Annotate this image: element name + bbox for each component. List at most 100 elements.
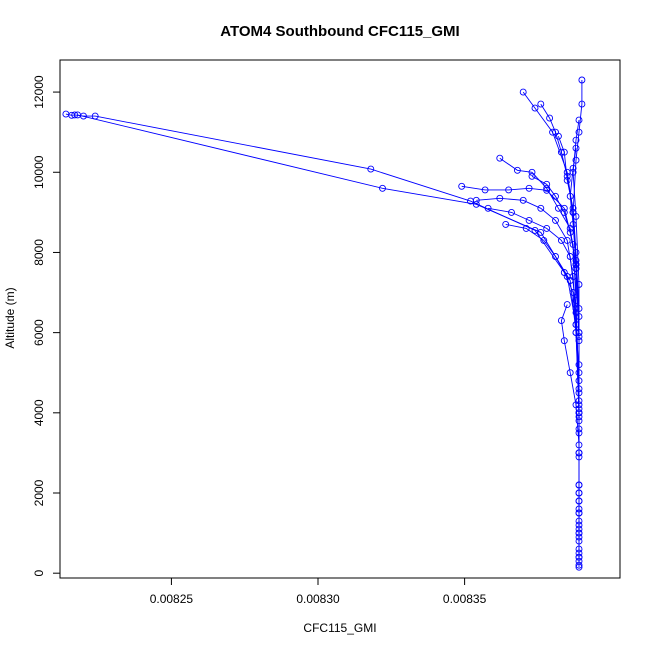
data-point: [575, 533, 583, 541]
data-point: [572, 156, 580, 164]
y-tick-label: 2000: [32, 479, 46, 506]
y-tick-label: 4000: [32, 399, 46, 426]
data-point: [549, 128, 557, 136]
data-point: [496, 154, 504, 162]
data-point: [505, 186, 513, 194]
plot-area: [62, 76, 586, 571]
data-point: [575, 549, 583, 557]
data-point: [572, 329, 580, 337]
data-point: [522, 224, 530, 232]
data-point: [572, 257, 580, 264]
data-point: [575, 369, 583, 377]
data-point: [569, 273, 577, 280]
data-point: [563, 172, 571, 180]
data-point: [575, 561, 583, 569]
data-point: [502, 220, 510, 228]
data-point: [560, 269, 568, 276]
chart-title: ATOM4 Southbound CFC115_GMI: [220, 23, 459, 40]
data-point: [575, 409, 583, 417]
data-point: [552, 253, 559, 260]
data-point: [569, 240, 577, 248]
data-point: [508, 208, 515, 216]
data-point: [575, 529, 583, 537]
data-point: [575, 441, 583, 449]
data-point: [575, 116, 583, 124]
data-point: [575, 313, 583, 321]
data-point: [575, 385, 583, 393]
data-point: [575, 509, 583, 517]
data-point: [575, 497, 583, 505]
data-point: [566, 369, 574, 377]
data-point: [71, 111, 79, 119]
data-point: [572, 144, 580, 152]
data-point: [91, 112, 99, 120]
data-point: [575, 389, 583, 397]
data-point: [575, 553, 583, 561]
data-point: [528, 168, 536, 176]
data-point: [560, 204, 568, 212]
y-tick-label: 12000: [32, 75, 46, 109]
data-point: [557, 148, 565, 156]
y-tick-label: 0: [32, 570, 46, 577]
data-point: [552, 216, 559, 224]
data-point: [367, 165, 375, 173]
data-point: [575, 525, 583, 533]
data-point: [74, 111, 82, 119]
data-point: [575, 453, 583, 461]
data-point: [557, 236, 565, 244]
data-point: [572, 265, 580, 272]
data-point: [575, 489, 583, 497]
data-point: [575, 377, 583, 385]
data-point: [537, 228, 545, 236]
data-point: [563, 301, 571, 309]
data-point: [575, 401, 583, 409]
data-point: [458, 182, 466, 190]
data-point: [575, 405, 583, 413]
x-tick-label: 0.00825: [150, 592, 194, 606]
data-point: [575, 481, 583, 489]
x-tick-label: 0.00835: [443, 592, 487, 606]
x-axis-label: CFC115_GMI: [303, 621, 376, 635]
data-point: [566, 192, 574, 200]
data-point: [519, 196, 527, 204]
data-point: [575, 329, 583, 337]
data-point: [560, 208, 568, 216]
x-tick-label: 0.00830: [296, 592, 340, 606]
y-tick-label: 10000: [32, 155, 46, 189]
data-point: [519, 88, 527, 96]
y-axis-label: Altitude (m): [3, 287, 17, 348]
data-point: [481, 186, 489, 194]
data-point: [560, 148, 568, 156]
data-point: [575, 537, 583, 545]
data-point: [552, 192, 559, 200]
data-point: [525, 216, 533, 224]
data-point: [496, 194, 504, 202]
y-tick-label: 8000: [32, 239, 46, 266]
data-point: [540, 236, 548, 244]
data-point: [569, 220, 577, 228]
data-point: [543, 184, 551, 192]
data-point: [572, 297, 580, 305]
data-point: [379, 184, 386, 192]
data-point: [472, 196, 480, 204]
y-tick-label: 6000: [32, 319, 46, 346]
data-point: [575, 413, 583, 421]
data-point: [566, 228, 574, 236]
data-point: [575, 429, 583, 437]
data-point: [513, 166, 521, 174]
data-point: [569, 204, 577, 212]
data-point: [575, 505, 583, 513]
data-point: [525, 184, 533, 192]
plot-frame: [59, 59, 621, 579]
data-point: [569, 164, 577, 172]
data-point: [566, 253, 574, 260]
data-point: [557, 317, 565, 325]
data-point: [572, 136, 580, 144]
data-point: [575, 545, 583, 553]
data-point: [575, 557, 583, 565]
data-point: [543, 180, 551, 188]
data-point: [572, 321, 580, 329]
data-point: [572, 261, 580, 268]
